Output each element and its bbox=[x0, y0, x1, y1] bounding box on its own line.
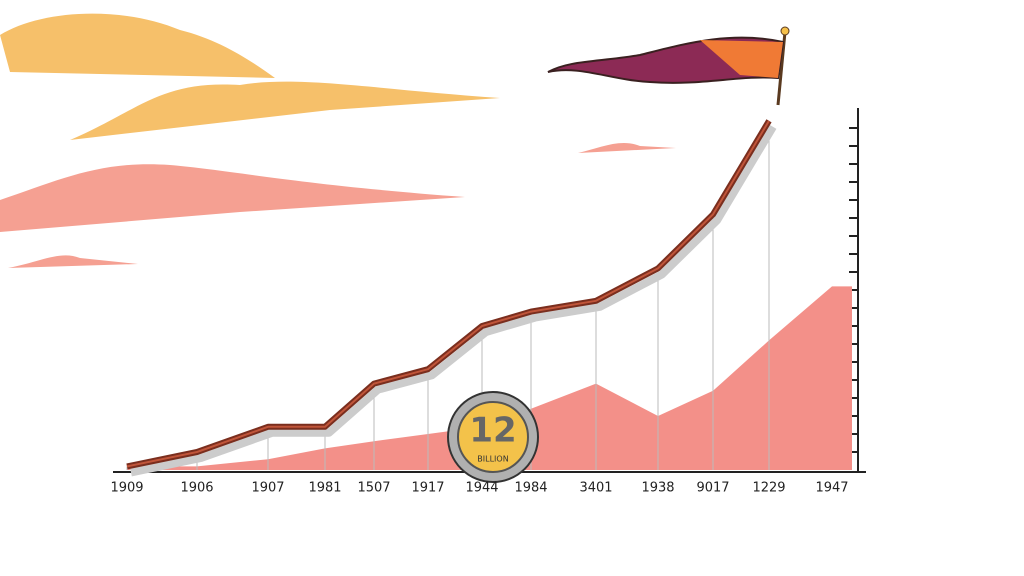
plot bbox=[126, 119, 858, 477]
cloud bbox=[70, 81, 500, 140]
x-tick-label: 1944 bbox=[465, 481, 498, 496]
x-tick-label: 1984 bbox=[514, 481, 547, 496]
flag-stripe bbox=[700, 40, 783, 78]
coin-face bbox=[457, 401, 529, 473]
x-tick-label: 1507 bbox=[357, 481, 390, 496]
coin-text: BILLION bbox=[477, 455, 508, 464]
line-shadow bbox=[130, 124, 777, 477]
coin-value: 12 bbox=[469, 411, 516, 451]
x-tick-label: 1906 bbox=[180, 481, 213, 496]
x-tick-label: 1938 bbox=[641, 481, 674, 496]
area bbox=[127, 286, 852, 470]
x-tick-label: 1917 bbox=[411, 481, 444, 496]
flag-knob bbox=[780, 26, 790, 36]
x-tick-label: 1909 bbox=[110, 481, 143, 496]
cloud bbox=[0, 13, 275, 79]
line-highlight bbox=[126, 120, 770, 468]
cloud bbox=[578, 143, 676, 153]
coin: 12 BILLION bbox=[447, 391, 539, 483]
x-tick-label: 1907 bbox=[251, 481, 284, 496]
clouds bbox=[0, 13, 676, 268]
x-tick-label: 3401 bbox=[579, 481, 612, 496]
cloud bbox=[0, 164, 465, 232]
x-tick-label: 1229 bbox=[752, 481, 785, 496]
flag bbox=[547, 26, 790, 106]
x-tick-label: 1981 bbox=[308, 481, 341, 496]
x-tick-label: 1947 bbox=[815, 481, 848, 496]
cloud bbox=[8, 255, 138, 268]
flag-pole bbox=[776, 31, 787, 106]
x-tick-label: 9017 bbox=[696, 481, 729, 496]
